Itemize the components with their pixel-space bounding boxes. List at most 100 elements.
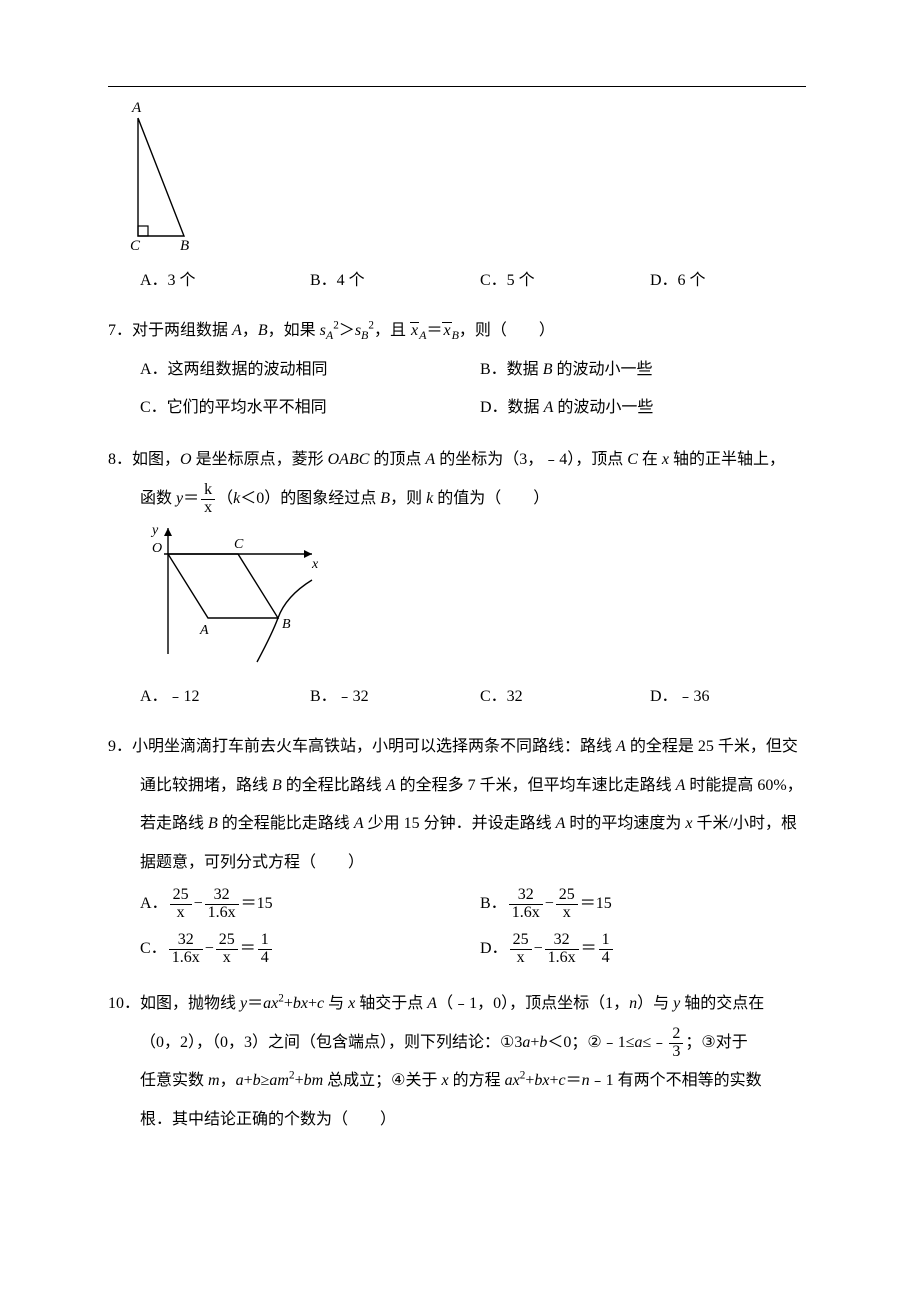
q10-l3-mid2: 关于 bbox=[406, 1072, 442, 1089]
q9-line1: 9．小明坐滴滴打车前去火车高铁站，小明可以选择两条不同路线：路线 A 的全程是 … bbox=[108, 728, 820, 766]
q9-a-f2d: 1.6x bbox=[205, 904, 239, 922]
q10-l3-c: c bbox=[559, 1072, 566, 1089]
q10-line4: 根．其中结论正确的个数为（ ） bbox=[108, 1101, 820, 1139]
svg-text:A: A bbox=[131, 100, 142, 116]
exam-page: A B C A．3 个 B．4 个 C．5 个 D．6 个 7．对于两组数据 A… bbox=[0, 0, 920, 1302]
q8-frac-den: x bbox=[201, 499, 215, 517]
q10-l1-mid2: 轴交于点 bbox=[355, 995, 427, 1012]
q8-line2-B: B bbox=[380, 490, 390, 507]
q9-a-f1: 25x bbox=[170, 887, 192, 922]
q10-l3-b2: b bbox=[253, 1072, 261, 1089]
q9-b-f2: 25x bbox=[556, 887, 578, 922]
q9-b-op: − bbox=[545, 882, 554, 927]
q9-d-f1d: x bbox=[510, 949, 532, 967]
q10-l1-mid3: （﹣1，0），顶点坐标（1， bbox=[437, 995, 629, 1012]
q10-l1-mid4: ）与 bbox=[637, 995, 673, 1012]
q9-c-eq: ＝ bbox=[240, 927, 256, 972]
q9-d-rn: 1 bbox=[599, 932, 613, 949]
q10-l1-n: n bbox=[629, 995, 637, 1012]
q7-var-a: A bbox=[232, 322, 242, 339]
q9-b-f1d: 1.6x bbox=[509, 904, 543, 922]
q7-option-d: D．数据 A 的波动小一些 bbox=[480, 389, 820, 427]
q7-options: A．这两组数据的波动相同 B．数据 B 的波动小一些 C．它们的平均水平不相同 … bbox=[108, 351, 820, 428]
q10-l2-a3: a bbox=[635, 1034, 643, 1051]
q7-number: 7． bbox=[108, 322, 132, 339]
q8-frac-num: k bbox=[201, 482, 215, 499]
q9-b-f2d: x bbox=[556, 904, 578, 922]
q10-l1-bx: bx bbox=[293, 995, 308, 1012]
q10-l3-a: 任意实数 bbox=[140, 1072, 208, 1089]
q8-line1: 8．如图，O 是坐标原点，菱形 OABC 的顶点 A 的坐标为（3，﹣4），顶点… bbox=[108, 441, 820, 479]
q10-number: 10． bbox=[108, 995, 140, 1012]
q8-x: x bbox=[662, 451, 669, 468]
q10-line3: 任意实数 m，a+b≥am2+bm 总成立；④关于 x 的方程 ax2+bx+c… bbox=[108, 1062, 820, 1100]
svg-text:x: x bbox=[311, 557, 319, 572]
question-10: 10．如图，抛物线 y＝ax2+bx+c 与 x 轴交于点 A（﹣1，0），顶点… bbox=[108, 985, 820, 1139]
q9-c-rd: 4 bbox=[258, 949, 272, 967]
top-rule bbox=[108, 86, 806, 87]
q7-text-1: 对于两组数据 bbox=[132, 322, 232, 339]
q9-l1-A: A bbox=[616, 738, 626, 755]
q8-line1-mid3: 的坐标为（3，﹣4），顶点 bbox=[435, 451, 627, 468]
q8-option-c: C．32 bbox=[480, 679, 650, 714]
q10-l2-le: ≤﹣ bbox=[643, 1034, 668, 1051]
q6-options: A．3 个 B．4 个 C．5 个 D．6 个 bbox=[108, 263, 820, 298]
q9-b-rhs: ＝15 bbox=[580, 882, 612, 927]
q10-l3-ax2: ax bbox=[505, 1072, 520, 1089]
q7-var-b: B bbox=[258, 322, 268, 339]
q8-O: O bbox=[180, 451, 192, 468]
q9-l3-d: 时的平均速度为 bbox=[565, 815, 685, 832]
q9-l3-x: x bbox=[685, 815, 692, 832]
q9-a-rhs: ＝15 bbox=[241, 882, 273, 927]
q7-option-b: B．数据 B 的波动小一些 bbox=[480, 351, 820, 389]
q8-line1-mid: 是坐标原点，菱形 bbox=[192, 451, 328, 468]
q9-d-label: D． bbox=[480, 927, 508, 972]
q10-l3-plus1: + bbox=[244, 1072, 253, 1089]
q8-line2-mid: （ bbox=[217, 490, 233, 507]
q9-l1-a: 小明坐滴滴打车前去火车高铁站，小明可以选择两条不同路线：路线 bbox=[132, 738, 616, 755]
q7-opt-d-pre: D．数据 bbox=[480, 399, 544, 416]
q8-A: A bbox=[425, 451, 435, 468]
q9-c-f2n: 25 bbox=[216, 932, 238, 949]
q6-triangle-diagram: A B C bbox=[112, 96, 820, 257]
q9-b-f1: 321.6x bbox=[509, 887, 543, 922]
q8-line2-pre-txt: 函数 bbox=[140, 490, 176, 507]
q9-d-eq: ＝ bbox=[581, 927, 597, 972]
q10-l3-am: am bbox=[269, 1072, 289, 1089]
q9-l3-A2: A bbox=[556, 815, 566, 832]
q8-line2-eq: ＝ bbox=[183, 490, 199, 507]
q9-option-d: D． 25x − 321.6x ＝ 14 bbox=[480, 927, 820, 972]
svg-text:C: C bbox=[130, 238, 141, 252]
q9-c-f2: 25x bbox=[216, 932, 238, 967]
q9-d-op: − bbox=[534, 927, 543, 972]
q10-l3-m: m bbox=[208, 1072, 220, 1089]
q8-line2-tail: ，则 bbox=[390, 490, 426, 507]
q10-l2-a: （0，2），（0，3）之间（包含端点），则下列结论： bbox=[140, 1034, 500, 1051]
q9-b-f1n: 32 bbox=[509, 887, 543, 904]
q9-options: A． 25x − 321.6x ＝15 B． 321.6x − 25x ＝15 … bbox=[108, 882, 820, 972]
question-8: 8．如图，O 是坐标原点，菱形 OABC 的顶点 A 的坐标为（3，﹣4），顶点… bbox=[108, 441, 820, 714]
svg-text:C: C bbox=[234, 537, 244, 552]
q7-and: ，且 bbox=[374, 322, 406, 339]
q10-l1-eq2: ＝ bbox=[247, 995, 263, 1012]
q9-c-f1d: 1.6x bbox=[169, 949, 203, 967]
svg-text:A: A bbox=[199, 623, 209, 638]
q9-a-f2: 321.6x bbox=[205, 887, 239, 922]
q9-c-f1n: 32 bbox=[169, 932, 203, 949]
q9-l3-A: A bbox=[354, 815, 364, 832]
q7-xbarA: x bbox=[410, 322, 419, 339]
q9-c-rhs: 14 bbox=[258, 932, 272, 967]
q6-option-a: A．3 个 bbox=[140, 263, 310, 298]
q9-line2: 通比较拥堵，路线 B 的全程比路线 A 的全程多 7 千米，但平均车速比走路线 … bbox=[108, 767, 820, 805]
q9-b-label: B． bbox=[480, 882, 507, 927]
q7-opt-b-post: 的波动小一些 bbox=[552, 361, 652, 378]
q9-d-f2: 321.6x bbox=[545, 932, 579, 967]
q7-comma-1: ， bbox=[242, 322, 258, 339]
q10-frac: 23 bbox=[669, 1026, 683, 1061]
q9-l3-c: 少用 15 分钟．并设走路线 bbox=[364, 815, 556, 832]
question-6-tail: A B C A．3 个 B．4 个 C．5 个 D．6 个 bbox=[108, 96, 820, 298]
q8-line1-mid2: 的顶点 bbox=[369, 451, 425, 468]
q6-option-b: B．4 个 bbox=[310, 263, 480, 298]
q10-l2-tail: 对于 bbox=[716, 1034, 748, 1051]
q9-option-a: A． 25x − 321.6x ＝15 bbox=[140, 882, 480, 927]
